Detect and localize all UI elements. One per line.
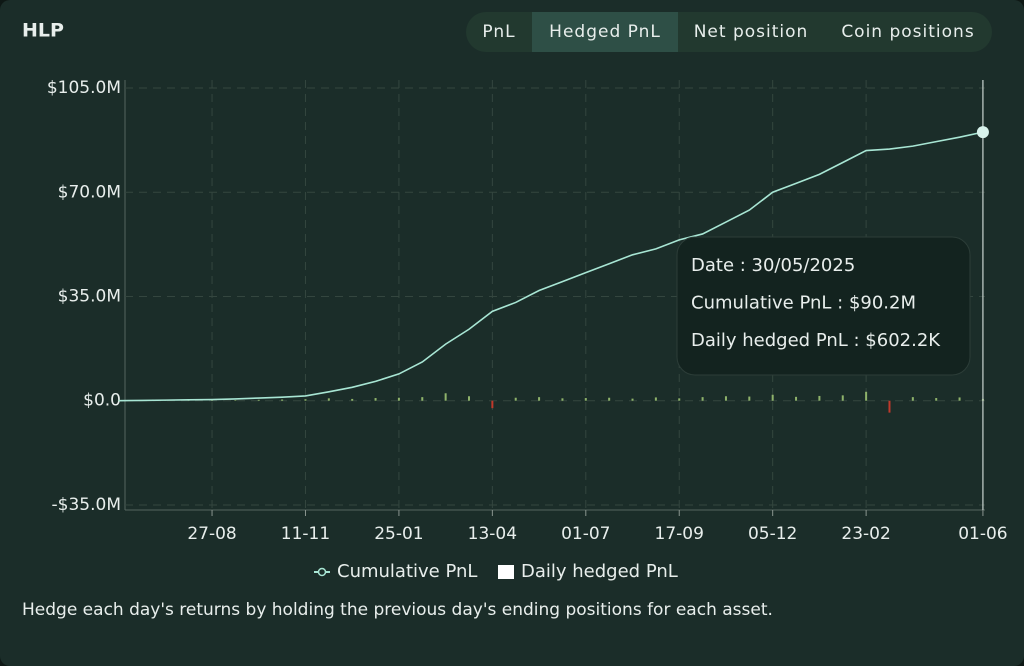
tab[interactable]: Net position [694,22,809,42]
bar [491,400,494,409]
bar [748,396,751,401]
legend-icon [498,565,514,579]
bar [654,397,657,401]
bar [818,395,821,401]
bar [795,396,798,401]
bar [935,398,938,401]
bar [304,399,307,401]
cursor-dot [976,126,989,139]
bar [374,398,377,401]
x-tick-label: 05-12 [748,524,797,544]
bar [701,397,704,401]
bar [468,396,470,401]
y-tick-label: $70.0M [58,182,121,202]
bar [678,398,681,401]
tooltip-text: Daily hedged PnL : $602.2K [691,330,941,351]
bar [865,391,868,401]
bar [257,399,260,401]
x-tick-label: 01-07 [561,524,610,544]
bar [561,398,564,401]
bar [724,396,727,401]
bar [608,397,611,401]
x-tick-label: 27-08 [187,524,236,544]
bar [911,397,914,401]
y-tick-label: $0.0 [83,391,121,411]
tooltip-text: Date : 30/05/2025 [691,255,855,276]
bar [327,398,330,401]
bar [444,393,447,401]
tab[interactable]: Coin positions [841,22,974,42]
tab[interactable]: Hedged PnL [549,22,661,42]
bar [514,397,517,401]
footer: Hedge each day's returns by holding the … [22,600,773,620]
bar [631,398,634,401]
x-tick-label: 23-02 [841,524,890,544]
bar [584,398,587,401]
x-tick-label: 01-06 [958,524,1007,544]
bar [281,399,284,401]
y-tick-label: -$35.0M [52,495,121,515]
bar [538,397,541,401]
tab-active [532,12,678,52]
bar [397,397,400,401]
bar [351,398,354,401]
x-tick-label: 11-11 [281,524,330,544]
legend-icon [317,567,327,577]
line [118,131,984,402]
bar [841,395,844,401]
bar [771,394,774,401]
title: HLP [22,20,64,42]
bar [888,400,891,413]
bar [421,397,424,401]
bar [234,400,237,401]
legend-label: Cumulative PnL [337,561,477,582]
tab[interactable]: PnL [482,22,515,42]
x-tick-label: 25-01 [374,524,423,544]
x-tick-label: 13-04 [468,524,517,544]
tooltip [676,236,971,376]
tooltip-text: Cumulative PnL : $90.2M [691,293,916,314]
bar [958,397,961,401]
x-tick-label: 17-09 [655,524,704,544]
y-tick-label: $35.0M [58,286,121,306]
legend-label: Daily hedged PnL [521,561,678,582]
y-tick-label: $105.0M [47,78,121,98]
